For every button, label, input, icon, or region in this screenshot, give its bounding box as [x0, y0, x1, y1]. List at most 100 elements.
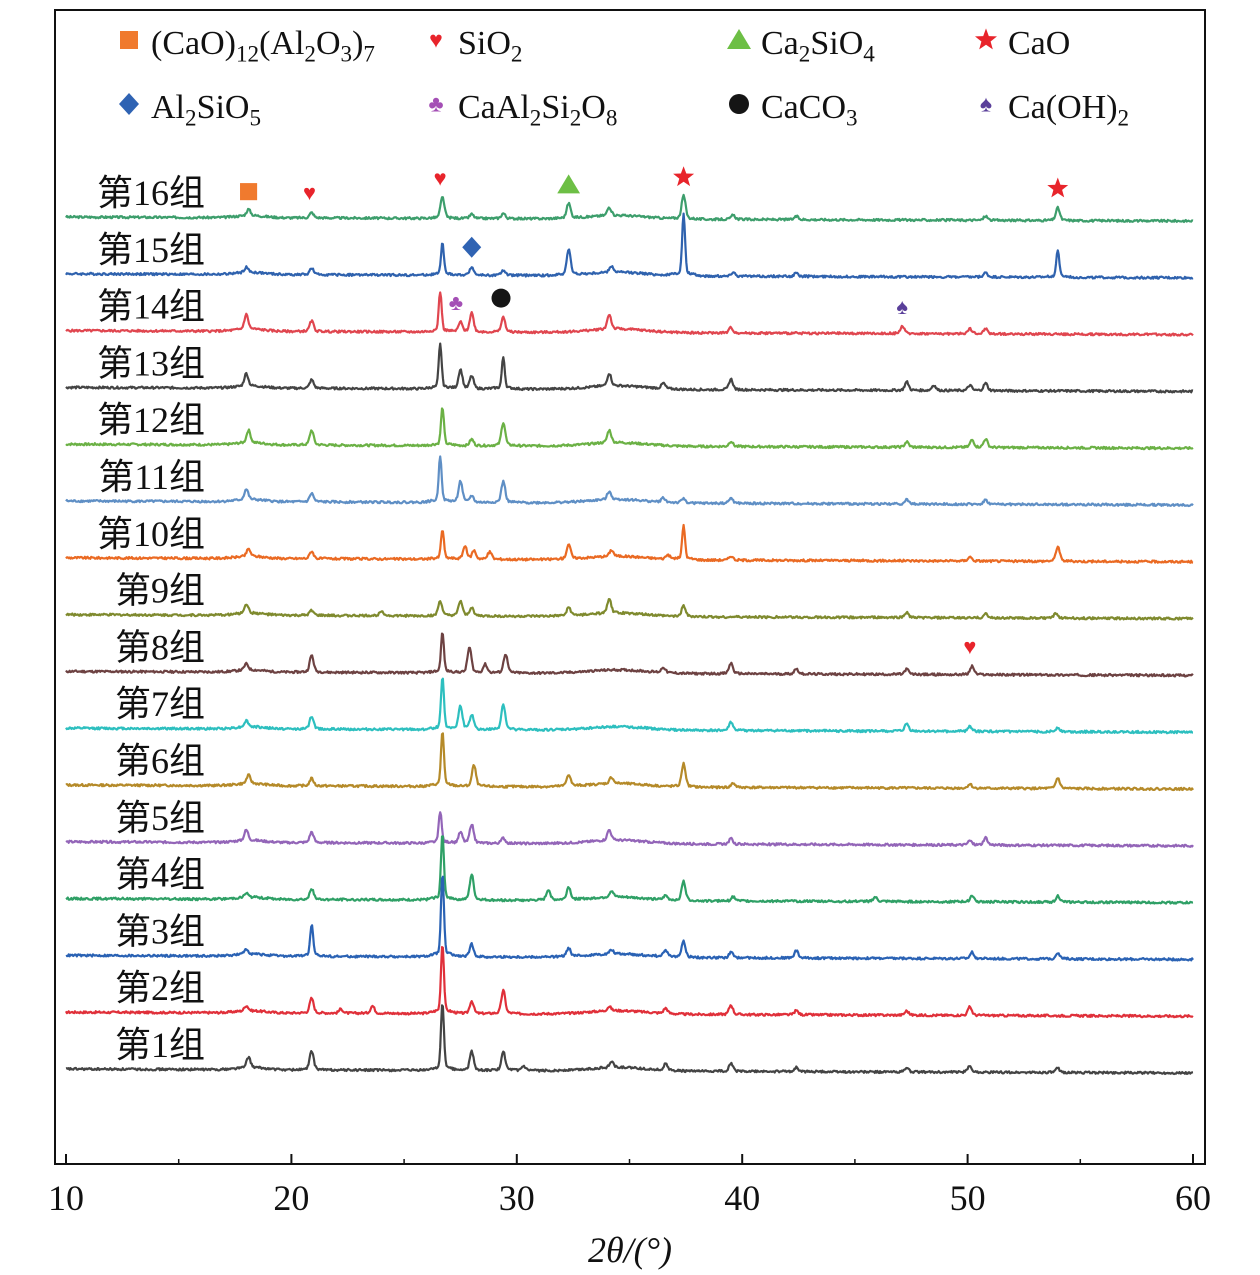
legend: (CaO)12​(Al2​O3​)7​ ♥ SiO2​ Ca2​SiO4​ CaO Al2… — [119, 25, 1129, 131]
series-label: 第16组 — [97, 173, 205, 213]
series-trace: 第3组 — [65, 875, 1194, 962]
legend-item: Ca2​SiO4​ — [727, 25, 875, 67]
series-trace: 第14组 — [65, 287, 1194, 337]
legend-item: ♥ SiO2​ — [429, 25, 522, 67]
series-line — [65, 342, 1194, 394]
series-label: 第6组 — [115, 741, 205, 781]
x-tick-label: 40 — [724, 1178, 760, 1218]
series-trace: 第6组 — [65, 732, 1194, 792]
series-label: 第10组 — [97, 514, 205, 554]
series-line — [65, 811, 1194, 848]
heart-icon: ♥ — [963, 635, 976, 659]
legend-label: CaCO3​ — [761, 89, 858, 131]
star-icon — [673, 166, 695, 187]
legend-label: Al2​SiO5​ — [151, 89, 261, 131]
peak-marker-heart: ♥ — [303, 181, 316, 205]
series-trace: 第4组 — [65, 835, 1194, 905]
series-label: 第3组 — [115, 911, 205, 951]
legend-triangle-icon — [727, 29, 751, 49]
x-tick-label: 20 — [273, 1178, 309, 1218]
series-line — [65, 212, 1194, 280]
legend-heart-icon: ♥ — [429, 28, 443, 53]
legend-label: SiO2​ — [458, 25, 522, 67]
triangle-icon — [557, 174, 581, 194]
series-label: 第5组 — [115, 798, 205, 838]
series-label: 第4组 — [115, 855, 205, 895]
series-label: 第2组 — [115, 968, 205, 1008]
peak-marker-diamond — [462, 236, 482, 258]
series-line — [65, 455, 1194, 508]
heart-icon: ♥ — [303, 181, 316, 205]
series-label: 第7组 — [115, 684, 205, 724]
series-line — [65, 1004, 1194, 1076]
series-label: 第12组 — [97, 400, 205, 440]
series-trace: 第1组 — [65, 1004, 1194, 1076]
series-line — [65, 732, 1194, 792]
legend-item: ♠ Ca(OH)2​ — [980, 89, 1129, 131]
peak-marker-spade: ♠ — [896, 295, 908, 319]
x-axis: 10 20 30 40 50 60 — [48, 1154, 1211, 1218]
peak-marker-square — [240, 183, 258, 201]
x-tick-label: 60 — [1175, 1178, 1211, 1218]
spade-icon: ♠ — [896, 295, 908, 319]
legend-item: CaO — [975, 25, 1070, 62]
series-trace: 第11组 — [65, 455, 1194, 508]
peak-marker-heart: ♥ — [963, 635, 976, 659]
heart-icon: ♥ — [434, 167, 447, 191]
peak-marker-star — [1047, 177, 1069, 198]
peak-marker-heart: ♥ — [434, 167, 447, 191]
legend-star-icon — [975, 28, 997, 50]
series-layer: 第16组第15组第14组第13组第12组第11组第10组第9组第8组第7组第6组… — [65, 173, 1194, 1076]
legend-label: Ca2​SiO4​ — [761, 25, 875, 67]
series-trace: 第7组 — [65, 677, 1194, 735]
club-icon: ♣ — [449, 291, 463, 315]
series-label: 第9组 — [115, 571, 205, 611]
series-line — [65, 632, 1194, 678]
legend-item: CaCO3​ — [729, 89, 858, 131]
legend-circle-icon — [729, 94, 749, 114]
legend-label: CaO — [1008, 25, 1070, 62]
legend-item: (CaO)12​(Al2​O3​)7​ — [120, 25, 375, 67]
legend-diamond-icon — [119, 93, 139, 115]
series-line — [65, 291, 1194, 337]
series-line — [65, 677, 1194, 735]
series-line — [65, 523, 1194, 564]
series-line — [65, 407, 1194, 451]
series-trace: 第9组 — [65, 571, 1194, 621]
legend-label: (CaO)12​(Al2​O3​)7​ — [151, 25, 375, 67]
series-trace: 第8组 — [65, 627, 1194, 678]
series-line — [65, 598, 1194, 621]
series-trace: 第5组 — [65, 798, 1194, 848]
legend-item: ♣ CaAl2​Si2​O8​ — [428, 89, 617, 131]
peak-marker-circle — [491, 288, 511, 308]
legend-square-icon — [120, 31, 138, 49]
x-tick-label: 10 — [48, 1178, 84, 1218]
series-label: 第1组 — [115, 1025, 205, 1065]
series-label: 第14组 — [97, 287, 205, 327]
peak-markers: ♥ ♥ ♣ ♠ ♥ — [240, 166, 1069, 659]
series-trace: 第12组 — [65, 400, 1194, 451]
x-axis-label: 2θ/(°) — [588, 1230, 672, 1270]
series-trace: 第13组 — [65, 342, 1194, 394]
series-trace: 第10组 — [65, 514, 1194, 564]
series-line — [65, 875, 1194, 962]
series-trace: 第2组 — [65, 946, 1194, 1019]
x-tick-label: 50 — [950, 1178, 986, 1218]
star-icon — [1047, 177, 1069, 198]
series-trace: 第15组 — [65, 212, 1194, 280]
legend-item: Al2​SiO5​ — [119, 89, 261, 131]
series-line — [65, 946, 1194, 1019]
diamond-icon — [462, 236, 482, 258]
series-trace: 第16组 — [65, 173, 1194, 224]
series-line — [65, 193, 1194, 224]
series-label: 第15组 — [97, 230, 205, 270]
circle-icon — [491, 288, 511, 308]
series-label: 第8组 — [115, 627, 205, 667]
series-label: 第13组 — [97, 343, 205, 383]
square-icon — [240, 183, 258, 201]
plot-frame — [54, 9, 1206, 1165]
legend-spade-icon: ♠ — [980, 92, 992, 117]
peak-marker-star — [673, 166, 695, 187]
legend-club-icon: ♣ — [428, 92, 443, 117]
x-tick-label: 30 — [499, 1178, 535, 1218]
